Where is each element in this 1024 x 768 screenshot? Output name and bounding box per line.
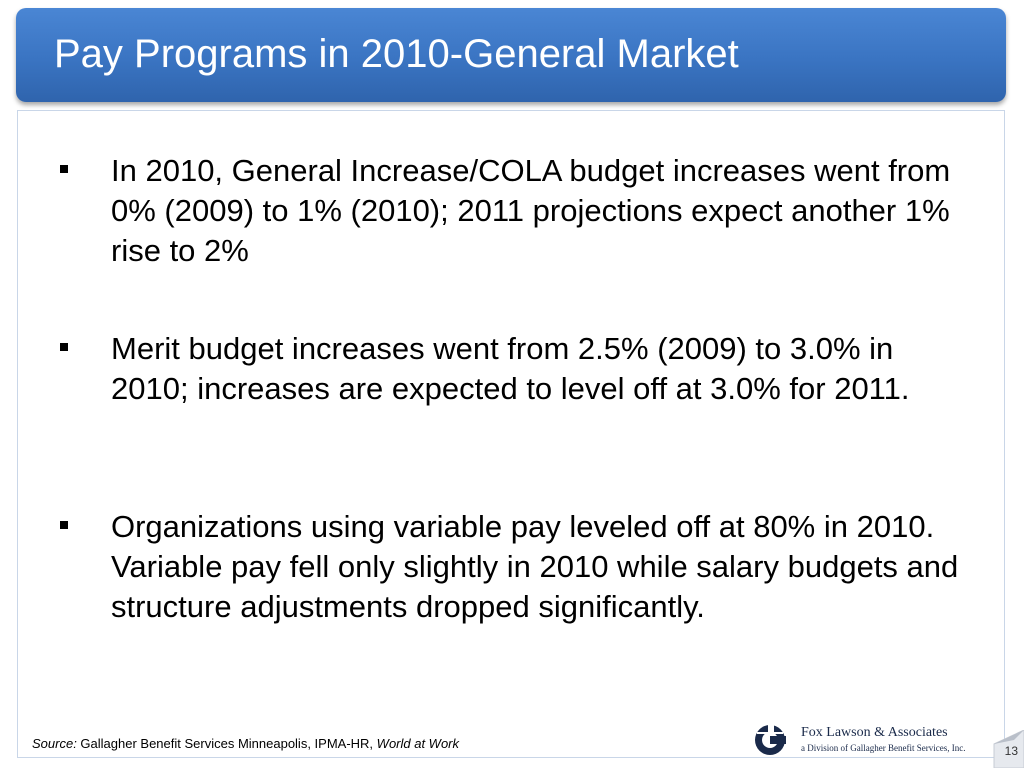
bullet-square-icon bbox=[60, 343, 68, 351]
fox-lawson-logo-icon bbox=[755, 725, 786, 755]
source-text: Gallagher Benefit Services Minneapolis, … bbox=[76, 736, 377, 751]
source-citation: Source: Gallagher Benefit Services Minne… bbox=[32, 736, 459, 751]
logo-company-name: Fox Lawson & Associates bbox=[801, 725, 948, 740]
page-number: 13 bbox=[1004, 744, 1018, 758]
slide-title: Pay Programs in 2010-General Market bbox=[54, 32, 739, 76]
company-logo: Fox Lawson & Associates a Division of Ga… bbox=[753, 723, 993, 759]
bullet-text: In 2010, General Increase/COLA budget in… bbox=[111, 153, 951, 268]
title-bar: Pay Programs in 2010-General Market bbox=[16, 8, 1006, 102]
source-label: Source: bbox=[32, 736, 77, 751]
bullet-square-icon bbox=[60, 521, 68, 529]
bullet-text: Merit budget increases went from 2.5% (2… bbox=[111, 331, 910, 406]
bullet-text: Organizations using variable pay leveled… bbox=[111, 509, 959, 624]
logo-company-subtitle: a Division of Gallagher Benefit Services… bbox=[801, 743, 966, 753]
page-curl-icon bbox=[993, 730, 1024, 768]
bullet-square-icon bbox=[60, 165, 68, 173]
content-area: In 2010, General Increase/COLA budget in… bbox=[17, 110, 1005, 758]
source-italic-text: World at Work bbox=[376, 736, 460, 751]
